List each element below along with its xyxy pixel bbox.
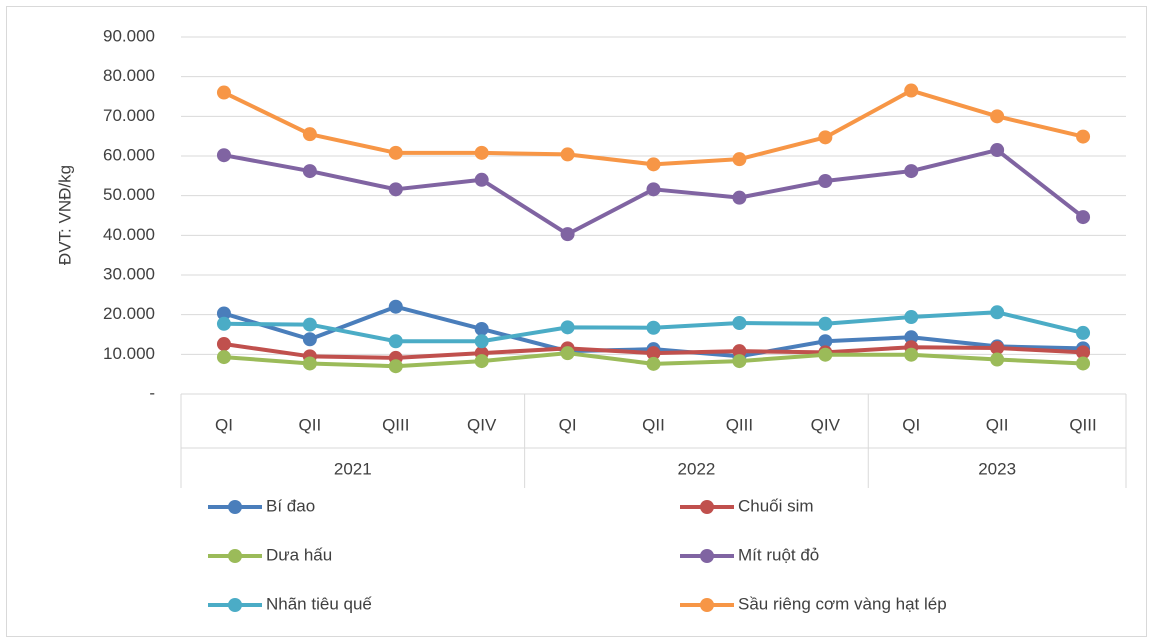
x-tick-label: QIII bbox=[1069, 415, 1096, 434]
series-marker bbox=[216, 316, 231, 331]
series-marker bbox=[388, 299, 403, 314]
series-marker bbox=[990, 340, 1005, 355]
series-marker bbox=[990, 352, 1005, 367]
legend-marker bbox=[228, 549, 242, 563]
legend-label: Dưa hấu bbox=[266, 545, 332, 564]
y-tick-label: 40.000 bbox=[103, 225, 155, 244]
legend-marker bbox=[700, 549, 714, 563]
series-marker bbox=[732, 344, 747, 359]
series-marker bbox=[1076, 129, 1091, 144]
series-marker bbox=[216, 148, 231, 163]
series-marker bbox=[904, 164, 919, 179]
series-marker bbox=[216, 306, 231, 321]
y-tick-label: 20.000 bbox=[103, 304, 155, 323]
series-marker bbox=[302, 127, 317, 142]
legend-label: Bí đao bbox=[266, 496, 315, 515]
series-marker bbox=[732, 315, 747, 330]
series-marker bbox=[732, 354, 747, 369]
series-marker bbox=[388, 359, 403, 374]
series-marker bbox=[560, 346, 575, 361]
series-marker bbox=[990, 305, 1005, 320]
group-label: 2022 bbox=[678, 459, 716, 478]
series-marker bbox=[302, 317, 317, 332]
series-marker bbox=[474, 334, 489, 349]
series-marker bbox=[474, 354, 489, 369]
x-tick-label: QII bbox=[986, 415, 1009, 434]
series-marker bbox=[216, 85, 231, 100]
x-tick-label: QIII bbox=[726, 415, 753, 434]
y-tick-label: 70.000 bbox=[103, 106, 155, 125]
series-marker bbox=[474, 321, 489, 336]
series-marker bbox=[732, 152, 747, 167]
y-tick-label: 80.000 bbox=[103, 66, 155, 85]
legend-label: Mít ruột đỏ bbox=[738, 545, 819, 564]
series-marker bbox=[216, 337, 231, 352]
group-label: 2021 bbox=[334, 459, 372, 478]
series-marker bbox=[904, 83, 919, 98]
y-axis-label: ĐVT: VNĐ/kg bbox=[55, 165, 74, 265]
group-label: 2023 bbox=[978, 459, 1016, 478]
x-tick-label: QIV bbox=[811, 415, 841, 434]
series-marker bbox=[388, 182, 403, 197]
series-marker bbox=[732, 190, 747, 205]
y-tick-label: 90.000 bbox=[103, 26, 155, 45]
series-marker bbox=[1076, 210, 1091, 225]
series-marker bbox=[990, 143, 1005, 158]
series-marker bbox=[302, 332, 317, 347]
legend-label: Nhãn tiêu quế bbox=[266, 594, 372, 613]
series-marker bbox=[646, 320, 661, 335]
y-tick-label: 50.000 bbox=[103, 185, 155, 204]
series-marker bbox=[904, 310, 919, 325]
series-marker bbox=[818, 347, 833, 362]
x-tick-label: QI bbox=[902, 415, 920, 434]
y-tick-label: 30.000 bbox=[103, 264, 155, 283]
legend-marker bbox=[228, 598, 242, 612]
series-marker bbox=[302, 356, 317, 371]
series-marker bbox=[818, 316, 833, 331]
series-marker bbox=[388, 145, 403, 160]
x-tick-label: QI bbox=[559, 415, 577, 434]
series-marker bbox=[560, 147, 575, 162]
series-marker bbox=[560, 227, 575, 242]
series-marker bbox=[388, 334, 403, 349]
series-marker bbox=[990, 109, 1005, 124]
x-tick-label: QII bbox=[642, 415, 665, 434]
series-marker bbox=[1076, 345, 1091, 360]
legend-marker bbox=[228, 500, 242, 514]
legend-marker bbox=[700, 500, 714, 514]
series-marker bbox=[818, 130, 833, 145]
series-marker bbox=[904, 330, 919, 345]
y-tick-label: 60.000 bbox=[103, 145, 155, 164]
legend-label: Chuối sim bbox=[738, 496, 814, 515]
x-tick-label: QIV bbox=[467, 415, 497, 434]
series-marker bbox=[474, 145, 489, 160]
series-marker bbox=[646, 182, 661, 197]
x-tick-label: QI bbox=[215, 415, 233, 434]
series-marker bbox=[818, 334, 833, 349]
legend-label: Sầu riêng cơm vàng hạt lép bbox=[738, 594, 947, 613]
series-marker bbox=[216, 350, 231, 365]
chart-frame bbox=[6, 6, 1147, 637]
y-tick-label: 10.000 bbox=[103, 344, 155, 363]
series-marker bbox=[560, 320, 575, 335]
series-marker bbox=[646, 356, 661, 371]
series-marker bbox=[302, 164, 317, 179]
x-tick-label: QIII bbox=[382, 415, 409, 434]
legend-marker bbox=[700, 598, 714, 612]
x-tick-label: QII bbox=[299, 415, 322, 434]
series-marker bbox=[904, 347, 919, 362]
series-marker bbox=[474, 172, 489, 187]
series-marker bbox=[646, 346, 661, 361]
y-tick-label: - bbox=[149, 383, 155, 402]
series-marker bbox=[646, 157, 661, 172]
series-marker bbox=[818, 173, 833, 188]
series-marker bbox=[1076, 356, 1091, 371]
series-marker bbox=[1076, 325, 1091, 340]
